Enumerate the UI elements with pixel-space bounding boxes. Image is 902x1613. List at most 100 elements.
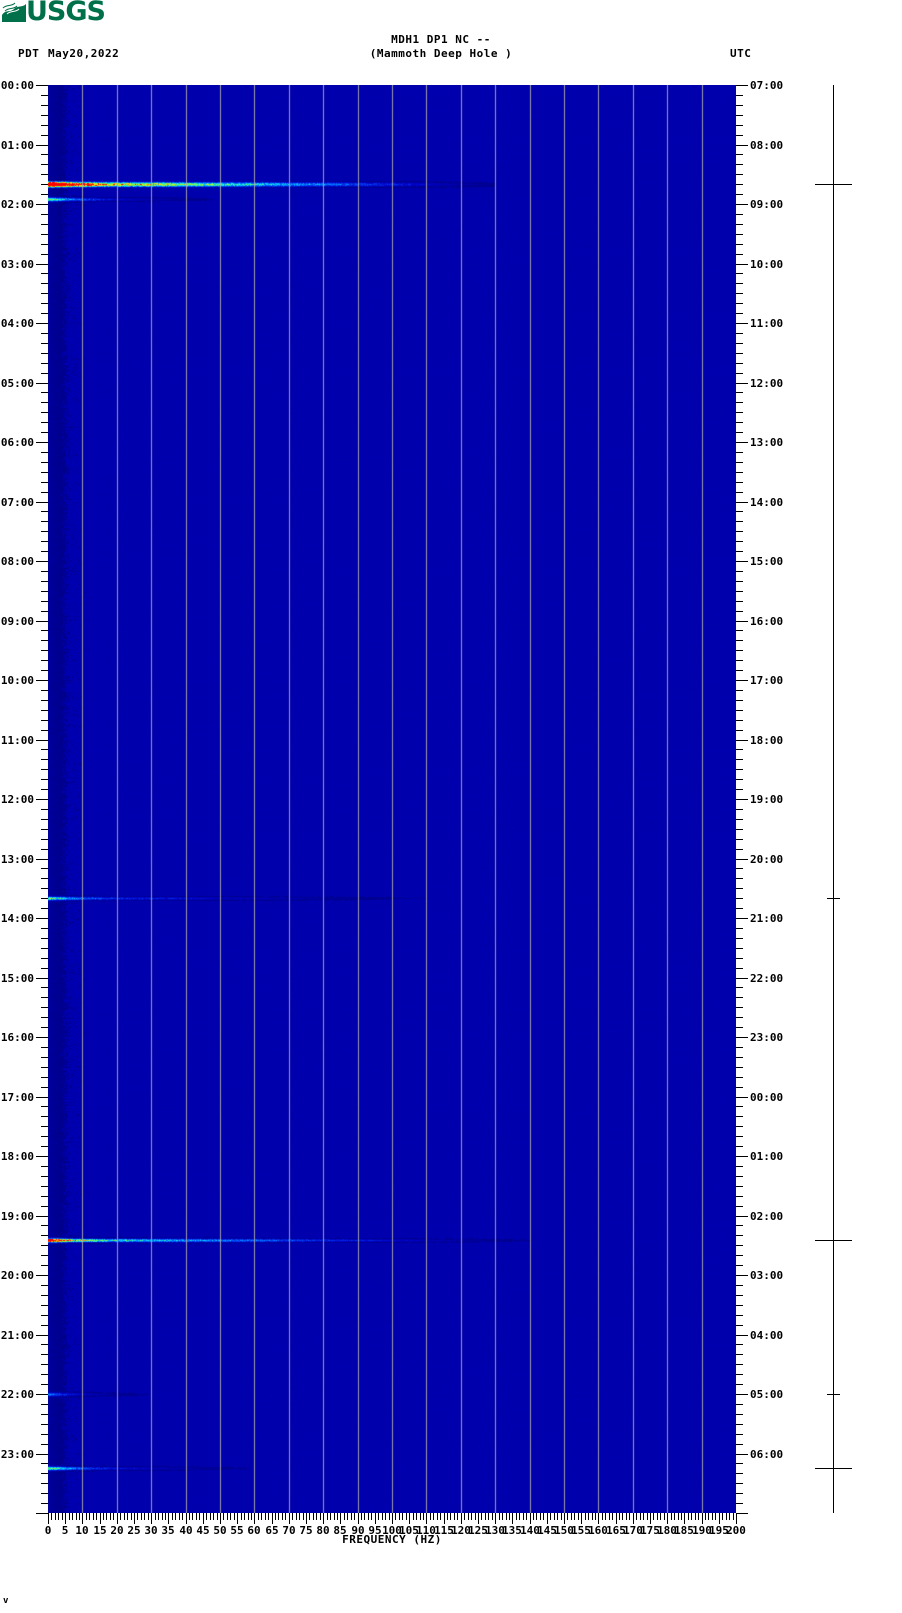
freq-tick-label: 125 [468,1524,488,1537]
freq-tick-minor [89,1513,90,1520]
axis-tick-minor [736,1027,743,1028]
axis-tick-minor [41,1017,48,1018]
freq-tick-minor [62,1513,63,1520]
freq-tick-minor [251,1513,252,1520]
freq-tick-label: 155 [571,1524,591,1537]
axis-tick-major [736,740,748,741]
axis-tick-minor [41,1027,48,1028]
freq-tick-major [186,1513,187,1524]
utc-time-label: 00:00 [750,1091,784,1104]
axis-tick-minor [41,601,48,602]
freq-tick-minor [471,1513,472,1520]
pdt-time-label: 17:00 [0,1091,34,1104]
axis-tick-minor [41,1404,48,1405]
axis-tick-minor [41,234,48,235]
pdt-time-label: 12:00 [0,793,34,806]
axis-tick-minor [736,987,743,988]
axis-tick-minor [736,1235,743,1236]
pdt-time-label: 23:00 [0,1448,34,1461]
axis-tick-minor [41,1305,48,1306]
freq-tick-minor [141,1513,142,1520]
pdt-time-label: 04:00 [0,317,34,330]
freq-tick-major [220,1513,221,1524]
freq-tick-major [358,1513,359,1524]
axis-tick-major [36,204,48,205]
freq-tick-minor [131,1513,132,1520]
axis-tick-minor [41,938,48,939]
freq-tick-minor [124,1513,125,1520]
freq-tick-minor [423,1513,424,1520]
utc-time-label: 01:00 [750,1150,784,1163]
axis-tick-minor [736,630,743,631]
freq-tick-major [426,1513,427,1524]
axis-tick-minor [41,591,48,592]
freq-tick-minor [58,1513,59,1520]
freq-tick-label: 180 [657,1524,677,1537]
utc-time-label: 14:00 [750,496,784,509]
freq-tick-minor [554,1513,555,1520]
axis-tick-minor [736,343,743,344]
freq-tick-label: 165 [606,1524,626,1537]
freq-tick-minor [636,1513,637,1520]
axis-tick-minor [41,819,48,820]
axis-tick-minor [736,1126,743,1127]
freq-tick-minor [399,1513,400,1520]
freq-tick-minor [389,1513,390,1520]
freq-tick-major [392,1513,393,1524]
axis-tick-major [36,145,48,146]
axis-tick-minor [736,938,743,939]
freq-tick-label: 75 [299,1524,313,1537]
axis-tick-minor [41,1295,48,1296]
axis-tick-minor [41,333,48,334]
freq-tick-major [684,1513,685,1524]
axis-tick-minor [41,1235,48,1236]
freq-tick-minor [605,1513,606,1520]
freq-tick-major [581,1513,582,1524]
axis-tick-minor [736,1364,743,1365]
axis-tick-major [36,1097,48,1098]
axis-tick-minor [736,1047,743,1048]
axis-tick-minor [736,710,743,711]
axis-tick-minor [41,283,48,284]
freq-tick-minor [86,1513,87,1520]
freq-tick-minor [179,1513,180,1520]
freq-tick-minor [189,1513,190,1520]
freq-tick-minor [110,1513,111,1520]
axis-tick-minor [41,472,48,473]
axis-tick-minor [41,244,48,245]
axis-tick-minor [41,1126,48,1127]
utc-time-label: 16:00 [750,615,784,628]
axis-tick-minor [41,353,48,354]
axis-tick-minor [736,1434,743,1435]
axis-tick-major [736,1097,748,1098]
axis-tick-minor [736,819,743,820]
axis-tick-minor [41,1483,48,1484]
axis-tick-minor [41,987,48,988]
utc-time-label: 19:00 [750,793,784,806]
timezone-label-left: PDT [18,47,40,60]
axis-tick-minor [41,1344,48,1345]
freq-tick-minor [172,1513,173,1520]
axis-tick-major [736,383,748,384]
axis-tick-minor [41,373,48,374]
axis-tick-minor [736,422,743,423]
axis-tick-major [736,145,748,146]
axis-tick-minor [41,908,48,909]
freq-tick-minor [182,1513,183,1520]
freq-tick-major [633,1513,634,1524]
axis-tick-minor [41,1087,48,1088]
freq-tick-minor [578,1513,579,1520]
pdt-time-label: 18:00 [0,1150,34,1163]
axis-tick-minor [41,581,48,582]
axis-tick-minor [41,392,48,393]
axis-tick-minor [41,164,48,165]
axis-tick-minor [736,1067,743,1068]
freq-tick-minor [93,1513,94,1520]
freq-tick-minor [519,1513,520,1520]
axis-tick-minor [41,303,48,304]
axis-tick-major [736,918,748,919]
date-label: May20,2022 [48,47,120,60]
freq-tick-minor [671,1513,672,1520]
utc-time-label: 21:00 [750,912,784,925]
freq-tick-minor [481,1513,482,1520]
